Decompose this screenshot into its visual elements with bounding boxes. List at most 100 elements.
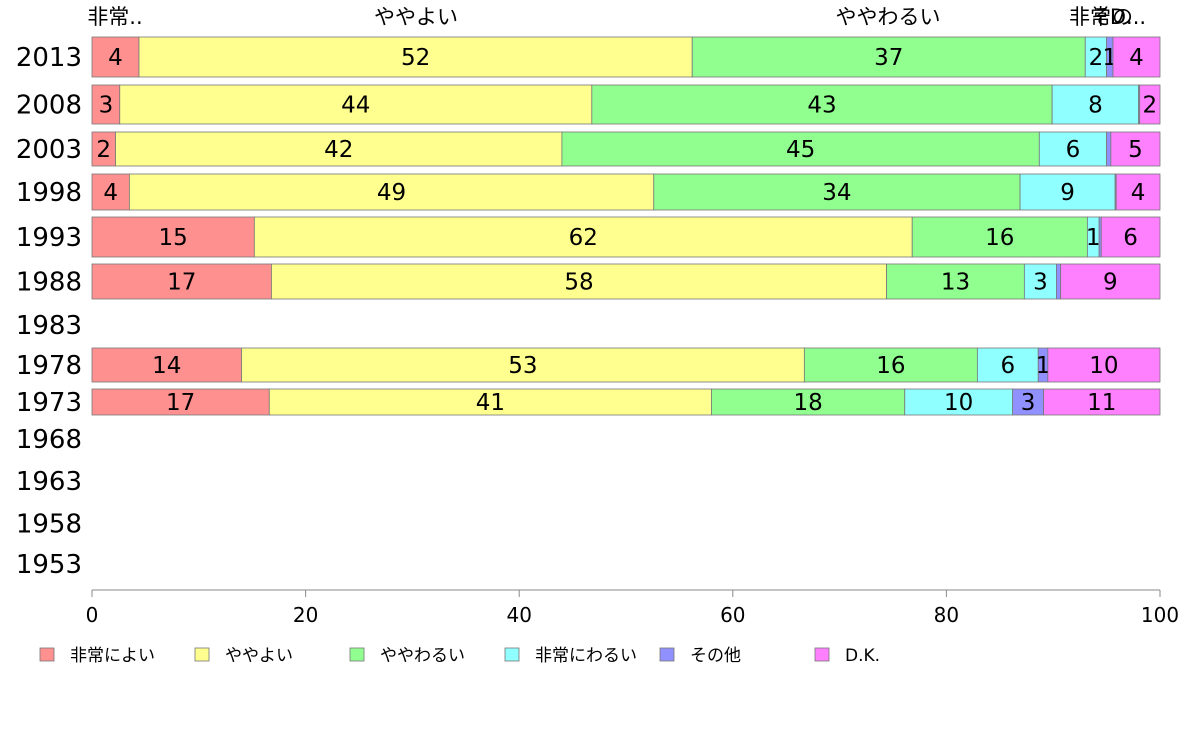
data-label: 2 [1089, 45, 1104, 71]
bar-segment [271, 263, 887, 300]
data-label: 4 [1131, 180, 1146, 206]
data-label: 10 [1089, 353, 1118, 379]
bar-segment [119, 84, 593, 125]
data-label: 5 [1128, 137, 1143, 163]
bar-segment [91, 84, 121, 125]
data-label: 3 [1021, 390, 1036, 416]
top-series-label: D... [1110, 5, 1146, 29]
bar-segment [904, 388, 1014, 416]
bar-segment [803, 347, 978, 383]
x-tick-label: 0 [86, 603, 99, 627]
bar-segment [911, 216, 1088, 258]
data-label: 10 [944, 390, 973, 416]
bar-segment [241, 347, 805, 383]
data-label: 2 [96, 137, 111, 163]
data-label: 52 [401, 45, 430, 71]
category-label: 2013 [16, 43, 82, 73]
bar-segment [268, 388, 712, 416]
bar-segment [1038, 131, 1108, 167]
data-label: 4 [108, 45, 123, 71]
top-series-label: その [1091, 5, 1133, 29]
bar-segment [1115, 173, 1161, 211]
legend-entry: D.K. [845, 646, 880, 666]
data-label: 1 [1086, 225, 1101, 251]
bar-segment [91, 216, 255, 258]
category-label: 1958 [16, 510, 82, 540]
legend-swatch [504, 647, 520, 662]
data-label: 49 [377, 180, 406, 206]
bar-segment [711, 388, 906, 416]
data-label: 6 [1123, 225, 1138, 251]
data-label: 37 [874, 45, 903, 71]
data-label: 6 [1000, 353, 1015, 379]
category-label: 1973 [16, 388, 82, 418]
data-label: 18 [793, 390, 822, 416]
data-label: 41 [476, 390, 505, 416]
top-series-label: 非常.. [87, 5, 142, 29]
bar-segment [561, 131, 1040, 167]
legend-swatch [349, 647, 365, 662]
x-tick-label: 20 [293, 603, 318, 627]
data-label: 2 [1143, 93, 1158, 119]
bar-segment [1012, 388, 1044, 416]
bar-segment [653, 173, 1021, 211]
category-label: 1953 [16, 550, 82, 580]
bar-segment [1110, 131, 1161, 167]
bar-segment [128, 173, 655, 211]
bar-segment [1019, 173, 1116, 211]
data-label: 4 [1129, 45, 1144, 71]
category-label: 1993 [16, 223, 82, 253]
x-tick-label: 40 [506, 603, 531, 627]
bar-segment [1047, 347, 1161, 383]
category-label: 2008 [16, 91, 82, 121]
x-tick-label: 60 [720, 603, 745, 627]
legend-entry: その他 [690, 646, 741, 666]
data-label: 17 [166, 390, 195, 416]
category-label: 1978 [16, 351, 82, 381]
bar-segment [91, 173, 130, 211]
top-series-label: 非常 [1069, 5, 1111, 29]
bar-segment [91, 347, 242, 383]
category-label: 2003 [16, 135, 82, 165]
data-label: 44 [341, 93, 370, 119]
data-label: 34 [822, 180, 851, 206]
legend-swatch [814, 647, 830, 662]
top-series-label: ややわるい [836, 5, 941, 29]
bar-segment [1100, 216, 1161, 258]
x-tick-label: 80 [934, 603, 959, 627]
legend-entry: ややわるい [380, 646, 465, 666]
legend-swatch [39, 647, 55, 662]
bar-segment [1106, 131, 1112, 167]
data-label: 58 [564, 270, 593, 296]
data-label: 3 [99, 93, 114, 119]
data-label: 14 [152, 353, 181, 379]
bar-segment [1051, 84, 1140, 125]
top-series-label: ややよい [374, 5, 458, 29]
category-label: 1998 [16, 178, 82, 208]
data-label: 8 [1088, 93, 1103, 119]
bar-segment [115, 131, 563, 167]
legend-entry: 非常にわるい [535, 646, 637, 666]
bar-segment [91, 388, 270, 416]
bar-segment [1112, 36, 1161, 78]
bar-segment [591, 84, 1053, 125]
data-label: 11 [1087, 390, 1116, 416]
x-tick-label: 100 [1141, 603, 1179, 627]
bar-segment [1043, 388, 1161, 416]
data-label: 1 [1036, 353, 1051, 379]
data-label: 42 [324, 137, 353, 163]
legend-swatch [194, 647, 210, 662]
data-label: 45 [786, 137, 815, 163]
category-label: 1968 [16, 425, 82, 455]
data-label: 9 [1103, 270, 1118, 296]
bar-segment [1139, 84, 1161, 125]
bar-segment [886, 263, 1025, 300]
data-label: 3 [1033, 270, 1048, 296]
data-label: 9 [1060, 180, 1075, 206]
data-label: 16 [876, 353, 905, 379]
data-label: 4 [103, 180, 118, 206]
data-label: 6 [1066, 137, 1081, 163]
bar-segment [1060, 263, 1161, 300]
data-label: 13 [941, 270, 970, 296]
